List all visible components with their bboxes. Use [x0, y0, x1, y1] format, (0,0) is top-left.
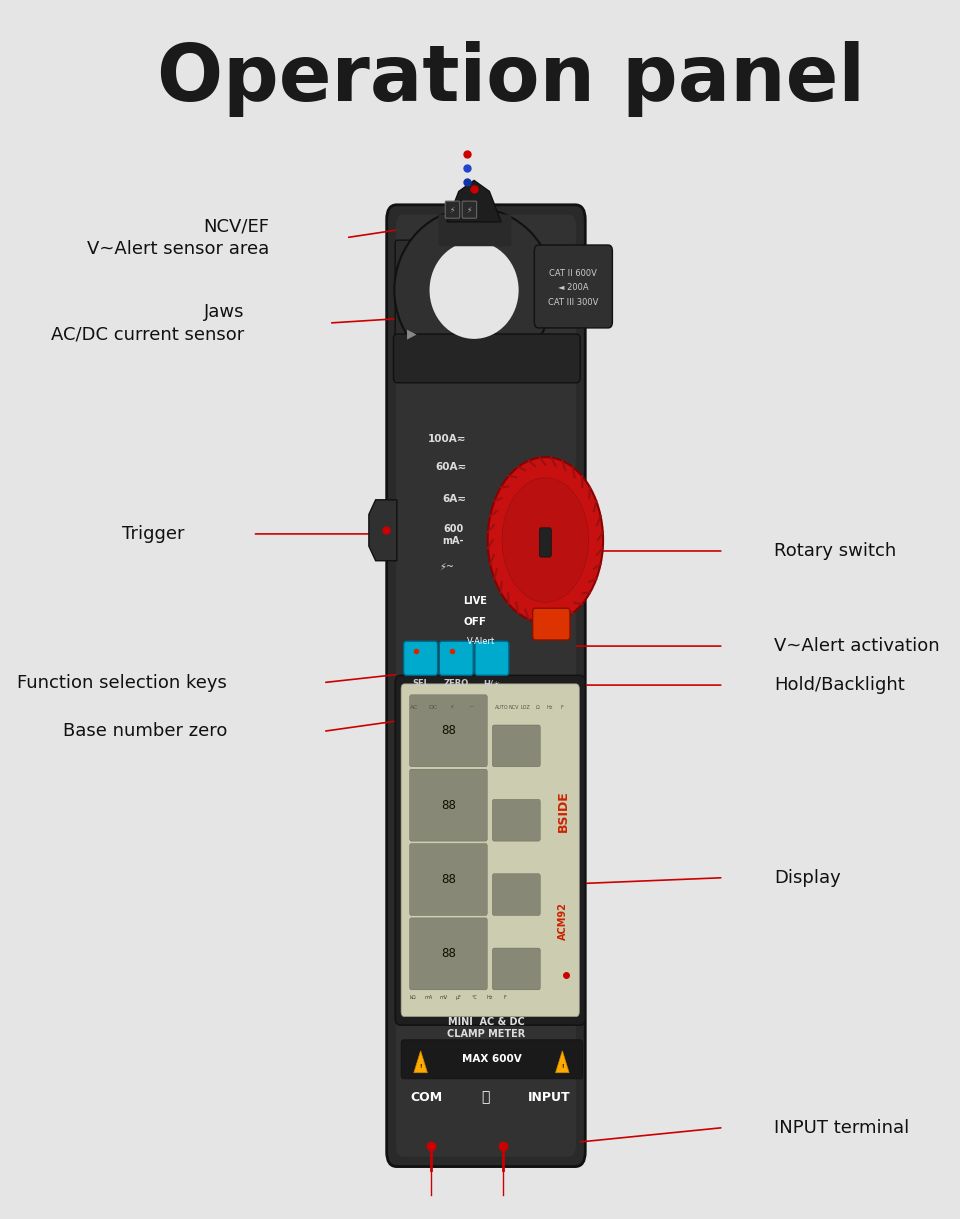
Text: !: !: [420, 1064, 421, 1069]
FancyBboxPatch shape: [492, 948, 540, 990]
Text: Operation panel: Operation panel: [157, 41, 865, 117]
FancyBboxPatch shape: [396, 675, 586, 1025]
Text: ⚡: ⚡: [467, 205, 472, 215]
FancyBboxPatch shape: [394, 334, 580, 383]
Text: DC: DC: [429, 705, 438, 709]
FancyBboxPatch shape: [492, 725, 540, 767]
Circle shape: [502, 478, 588, 602]
FancyBboxPatch shape: [396, 240, 434, 382]
Text: MAX 600V: MAX 600V: [462, 1054, 522, 1064]
Text: mV: mV: [440, 995, 447, 1000]
Text: AUTO: AUTO: [495, 705, 509, 709]
Text: Ω: Ω: [536, 705, 540, 709]
FancyBboxPatch shape: [440, 641, 473, 675]
FancyBboxPatch shape: [475, 641, 509, 675]
Text: Base number zero: Base number zero: [62, 723, 228, 740]
Text: ~: ~: [468, 705, 473, 709]
Text: Rotary switch: Rotary switch: [775, 542, 897, 560]
Text: LOZ: LOZ: [521, 705, 531, 709]
Text: V-Alert: V-Alert: [467, 636, 495, 646]
Text: Trigger: Trigger: [122, 525, 184, 542]
Text: mA: mA: [424, 995, 432, 1000]
FancyBboxPatch shape: [410, 844, 488, 915]
FancyBboxPatch shape: [492, 800, 540, 841]
Ellipse shape: [429, 241, 518, 339]
Text: Hold/Backlight: Hold/Backlight: [775, 677, 905, 694]
Text: INPUT: INPUT: [528, 1091, 571, 1103]
Text: Hz: Hz: [486, 995, 492, 1000]
FancyBboxPatch shape: [445, 201, 460, 218]
Text: AC: AC: [411, 705, 419, 709]
Polygon shape: [414, 1051, 427, 1073]
Text: !: !: [561, 1064, 564, 1069]
FancyBboxPatch shape: [396, 215, 576, 1157]
Text: LIVE: LIVE: [463, 596, 487, 606]
FancyBboxPatch shape: [535, 245, 612, 328]
Text: CLAMP METER: CLAMP METER: [446, 1029, 525, 1039]
FancyBboxPatch shape: [410, 695, 488, 767]
Text: ACM92: ACM92: [558, 902, 568, 940]
Text: OFF: OFF: [464, 617, 487, 627]
Text: MINI  AC & DC: MINI AC & DC: [447, 1017, 524, 1026]
Text: Hz: Hz: [546, 705, 553, 709]
Text: CAT III 300V: CAT III 300V: [548, 297, 599, 307]
Text: ⚡: ⚡: [450, 705, 454, 709]
Text: Jaws
AC/DC current sensor: Jaws AC/DC current sensor: [51, 304, 244, 343]
FancyBboxPatch shape: [403, 641, 438, 675]
Text: NCV: NCV: [509, 705, 519, 709]
Text: ▶: ▶: [406, 328, 416, 340]
Circle shape: [488, 457, 603, 623]
Text: CAT II 600V: CAT II 600V: [549, 268, 597, 278]
Text: ⚡: ⚡: [449, 205, 455, 215]
Polygon shape: [556, 1051, 569, 1073]
FancyBboxPatch shape: [410, 769, 488, 841]
FancyBboxPatch shape: [462, 201, 476, 218]
FancyBboxPatch shape: [533, 608, 570, 640]
Text: 6A≂: 6A≂: [443, 494, 467, 503]
Text: F: F: [560, 705, 563, 709]
FancyBboxPatch shape: [492, 874, 540, 915]
Text: F: F: [503, 995, 506, 1000]
Text: INPUT terminal: INPUT terminal: [775, 1119, 910, 1136]
FancyBboxPatch shape: [540, 528, 551, 557]
Text: SEL: SEL: [412, 679, 429, 689]
Text: V~Alert activation: V~Alert activation: [775, 638, 940, 655]
Text: ⚡~: ⚡~: [440, 562, 454, 572]
PathPatch shape: [369, 500, 396, 561]
Text: 100A≂: 100A≂: [428, 434, 467, 444]
Text: °C: °C: [471, 995, 477, 1000]
Ellipse shape: [395, 208, 554, 373]
Text: H/☀: H/☀: [483, 679, 500, 689]
Text: BSIDE: BSIDE: [557, 791, 569, 833]
Text: 88: 88: [441, 724, 456, 737]
Text: ⏚: ⏚: [482, 1090, 491, 1104]
Text: Display: Display: [775, 869, 841, 886]
Text: 600: 600: [444, 524, 464, 534]
Text: 88: 88: [441, 873, 456, 886]
Polygon shape: [447, 180, 501, 222]
Text: ZERO: ZERO: [444, 679, 468, 689]
Text: 88: 88: [441, 798, 456, 812]
FancyBboxPatch shape: [387, 205, 586, 1167]
Text: μF: μF: [456, 995, 462, 1000]
Text: NCV/EF
V~Alert sensor area: NCV/EF V~Alert sensor area: [87, 218, 270, 257]
Text: 88: 88: [441, 947, 456, 961]
FancyBboxPatch shape: [439, 215, 512, 246]
Text: ◄ 200A: ◄ 200A: [558, 283, 588, 293]
FancyBboxPatch shape: [401, 1040, 583, 1079]
Text: mA-: mA-: [443, 536, 464, 546]
Text: 60A≂: 60A≂: [435, 462, 467, 472]
FancyBboxPatch shape: [410, 918, 488, 990]
Text: kΩ: kΩ: [410, 995, 417, 1000]
FancyBboxPatch shape: [401, 684, 579, 1017]
Text: COM: COM: [411, 1091, 443, 1103]
Text: Function selection keys: Function selection keys: [17, 674, 228, 691]
